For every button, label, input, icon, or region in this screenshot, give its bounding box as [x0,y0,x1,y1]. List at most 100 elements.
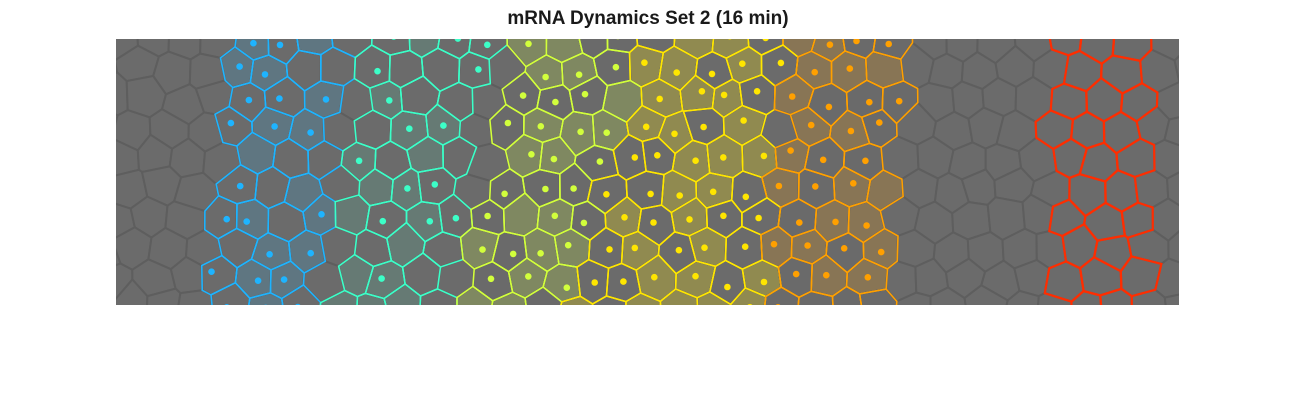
cell-outline [356,292,387,305]
mrna-spot [475,66,482,73]
mrna-spot [406,125,413,132]
mrna-spot [673,69,680,76]
mrna-spot [826,41,834,48]
mrna-spot [654,152,661,159]
cell [1166,171,1179,207]
mrna-spot [641,59,648,66]
mrna-spot [223,215,230,223]
mrna-spot [787,147,794,154]
mrna-spot [537,123,545,130]
mrna-spot [804,242,811,249]
figure-title: mRNA Dynamics Set 2 (16 min) [507,8,789,29]
mrna-spot [620,278,627,285]
mrna-spot [280,276,288,283]
mrna-spot [254,277,262,284]
mrna-spot [307,129,314,136]
mrna-spot [271,123,278,130]
mrna-spot [318,211,325,218]
mrna-spot [236,63,243,70]
mrna-spot [847,127,855,135]
mrna-spot [762,39,769,42]
cell [1173,54,1179,83]
mrna-spot [542,185,549,193]
mrna-spot [788,93,796,100]
mrna-spot [276,41,284,49]
mrna-spot [603,129,610,136]
cell-outline [858,288,898,305]
mrna-spot [760,278,768,286]
mrna-spot [580,219,588,227]
mrna-spot [760,152,768,160]
mrna-spot [656,95,663,103]
mrna-spot [322,96,330,103]
mrna-spot [741,243,749,250]
mrna-spot [631,154,639,161]
mrna-spot [866,98,873,106]
mrna-spot [792,270,800,278]
mrna-spot [686,216,693,223]
mrna-spot [575,71,583,78]
mrna-spot [570,185,577,192]
mrna-spot [484,41,491,49]
mrna-spot [747,303,753,305]
mrna-spot [850,180,857,187]
mrna-spot [853,39,860,45]
mrna-spot [581,90,589,98]
mrna-spot [504,119,512,127]
mrna-spot [885,40,892,48]
mrna-spot [596,158,604,165]
mrna-spot [484,212,491,220]
mrna-spot [224,304,230,305]
mrna-spot [245,96,253,104]
mrna-spot [276,95,283,102]
mrna-spot [501,190,508,198]
mrna-spot [692,157,699,164]
mrna-spot [250,39,257,47]
mrna-spot [621,214,628,221]
mrna-spot [651,273,658,281]
mrna-spot [295,303,301,305]
mrna-spot [671,130,678,138]
stripe-outline-layer [200,39,1163,305]
mrna-spot [846,65,854,72]
mrna-spot [525,273,532,280]
mrna-spot [700,123,707,131]
mrna-spot [720,91,728,99]
mrna-spot [812,183,819,190]
mrna-spot [479,246,486,253]
mrna-spot [840,245,848,252]
mrna-spot [676,192,683,199]
mrna-spot [591,279,598,286]
cell-outline [1099,287,1133,305]
mrna-spot [525,40,532,48]
cell-outline [797,290,834,305]
mrna-spot [404,185,411,192]
mrna-spot [777,59,785,67]
mrna-spot [862,157,869,165]
mrna-spot [454,39,462,42]
mrna-spot [631,244,639,252]
mrna-spot [261,71,269,78]
mrna-spot [811,68,818,76]
mrna-spot [755,214,762,222]
mrna-spot [603,191,610,198]
mrna-spot [487,275,495,283]
mrna-spot [519,92,527,99]
mrna-spot [440,122,447,129]
mrna-spot [266,251,273,258]
cell-tissue-image [116,39,1179,305]
mrna-spot [770,240,778,248]
mrna-spot [509,250,517,258]
mrna-spot [355,157,363,165]
mrna-spot [577,128,584,136]
mrna-spot [550,155,558,163]
mrna-spot [692,272,699,280]
mrna-spot [650,219,657,226]
mrna-spot [876,119,883,126]
mrna-spot [740,117,747,124]
cell [1167,230,1179,264]
mrna-spot [720,154,727,161]
mrna-spot [552,98,559,106]
image-panel [116,39,1179,305]
mrna-spot [775,182,783,190]
